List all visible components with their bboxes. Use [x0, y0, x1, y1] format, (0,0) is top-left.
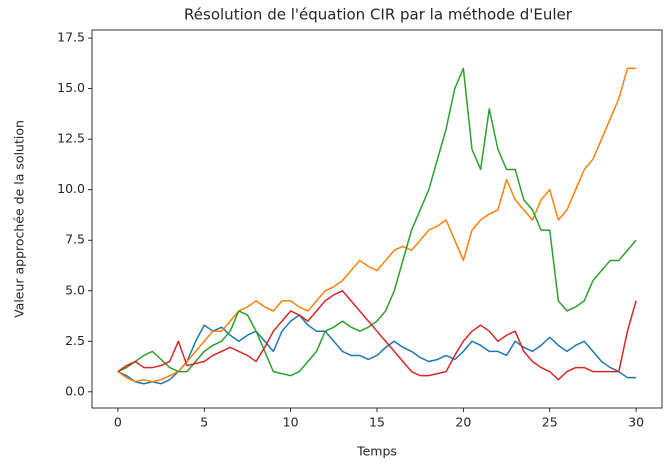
y-tick-label: 17.5: [57, 30, 85, 45]
y-tick-label: 7.5: [65, 232, 85, 247]
series-line: [117, 67, 637, 377]
y-tick-label: 0.0: [65, 383, 85, 398]
x-tick-label: 0: [114, 415, 122, 430]
series-line: [117, 67, 637, 383]
series-line: [117, 290, 637, 381]
y-tick-label: 2.5: [65, 333, 85, 348]
series-line: [117, 314, 637, 385]
chart-title: Résolution de l'équation CIR par la méth…: [184, 6, 573, 24]
x-tick-label: 30: [628, 415, 644, 430]
x-tick-label: 5: [200, 415, 208, 430]
y-tick-label: 5.0: [65, 282, 85, 297]
x-tick-label: 20: [455, 415, 471, 430]
x-tick-label: 15: [369, 415, 385, 430]
y-tick-label: 10.0: [57, 181, 85, 196]
x-axis-label: Temps: [356, 444, 397, 459]
y-tick-label: 15.0: [57, 80, 85, 95]
y-axis-label: Valeur approchée de la solution: [12, 120, 27, 318]
x-tick-label: 25: [542, 415, 558, 430]
y-tick-label: 12.5: [57, 131, 85, 146]
x-tick-label: 10: [283, 415, 299, 430]
plot-frame: [91, 29, 663, 409]
